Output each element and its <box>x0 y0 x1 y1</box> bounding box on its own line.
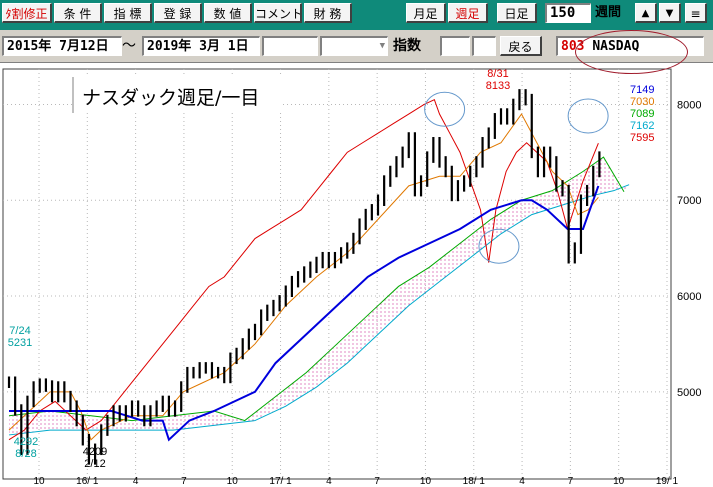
indicator-button[interactable]: 指 標 <box>104 3 152 23</box>
leading-span-b-line <box>8 184 630 436</box>
annotation-value: 2/12 <box>84 458 105 470</box>
toolbar: ﾀ割修正 条 件 指 標 登 録 数 値 コメント 財 務 月足 週足 日足 1… <box>0 0 713 30</box>
symbol-code: 803 <box>561 39 585 54</box>
range-bar: 2015年 7月12日 ～ 2019年 3月 1日 ▼ 指数 戻る 803 NA… <box>0 30 713 63</box>
date-to-field[interactable]: 2019年 3月 1日 <box>142 36 260 56</box>
back-button[interactable]: 戻る <box>500 36 542 56</box>
blank-field-3[interactable] <box>472 36 496 56</box>
chart-title-box: ナスダック週足/一目 <box>72 77 282 113</box>
down-arrow-icon[interactable]: ▼ <box>659 3 681 23</box>
comment-button[interactable]: コメント <box>254 3 302 23</box>
symbol-name: NASDAQ <box>592 39 640 54</box>
register-button[interactable]: 登 録 <box>154 3 202 23</box>
financials-button[interactable]: 財 務 <box>304 3 352 23</box>
blank-field-2[interactable] <box>440 36 470 56</box>
x-tick-label: 4 <box>133 476 139 487</box>
legend-value: 7089 <box>630 108 654 120</box>
base-line <box>9 185 600 442</box>
annotation-value: 8/28 <box>15 448 36 460</box>
values-button[interactable]: 数 値 <box>204 3 252 23</box>
annotation-label: 8/31 <box>487 68 508 80</box>
y-tick-label: 8000 <box>677 99 701 111</box>
legend-value: 7595 <box>630 132 654 144</box>
lagging-span-line <box>8 98 599 441</box>
monthly-button[interactable]: 月足 <box>406 3 446 23</box>
daily-button[interactable]: 日足 <box>497 3 537 23</box>
x-tick-label: 16/ 1 <box>76 476 99 487</box>
up-arrow-icon[interactable]: ▲ <box>635 3 657 23</box>
y-tick-label: 5000 <box>677 387 701 399</box>
index-label: 指数 <box>393 38 421 54</box>
x-tick-label: 10 <box>33 476 45 487</box>
annotation-label: 4292 <box>14 436 38 448</box>
x-tick-label: 7 <box>181 476 187 487</box>
period-unit-label: 週間 <box>595 5 622 20</box>
annotation-value: 8133 <box>486 80 510 92</box>
period-input[interactable]: 150 <box>545 3 591 23</box>
chart-title: ナスダック週足/一目 <box>82 87 260 109</box>
highlight-circle <box>567 98 609 134</box>
legend-value: 7162 <box>630 120 654 132</box>
annotation-value: 5231 <box>8 337 32 349</box>
menu-icon[interactable]: ≡ <box>685 3 707 23</box>
chart-panel: 5000 6000 7000 8000 10 16/ 1 4 7 10 17/ 1 4 7 10 18/ … <box>0 63 713 487</box>
annotation-label: 4209 <box>83 446 107 458</box>
conversion-line <box>8 113 599 441</box>
highlight-circle <box>424 91 466 127</box>
dropdown-select[interactable]: ▼ <box>320 36 388 56</box>
condition-button[interactable]: 条 件 <box>54 3 102 23</box>
weekly-button[interactable]: 週足 <box>448 3 488 23</box>
x-tick-label: 7 <box>568 476 574 487</box>
y-tick-label: 6000 <box>677 291 701 303</box>
x-tick-label: 10 <box>613 476 625 487</box>
x-tick-label: 10 <box>227 476 239 487</box>
x-tick-label: 17/ 1 <box>269 476 292 487</box>
y-tick-label: 7000 <box>677 195 701 207</box>
x-tick-label: 18/ 1 <box>463 476 486 487</box>
x-tick-label: 19/ 1 <box>656 476 679 487</box>
split-adjust-button[interactable]: ﾀ割修正 <box>2 3 52 23</box>
symbol-field[interactable]: 803 NASDAQ <box>556 36 704 56</box>
legend-value: 7149 <box>630 84 654 96</box>
blank-field-1[interactable] <box>262 36 318 56</box>
chart-svg: 5000 6000 7000 8000 10 16/ 1 4 7 10 17/ 1 4 7 10 18/ … <box>2 68 701 487</box>
range-tilde: ～ <box>122 38 136 54</box>
chevron-down-icon[interactable]: ▼ <box>379 41 385 51</box>
x-tick-label: 7 <box>374 476 380 487</box>
x-tick-label: 4 <box>326 476 332 487</box>
highlight-circle <box>478 228 520 264</box>
annotation-label: 7/24 <box>9 325 30 337</box>
legend-value: 7030 <box>630 96 654 108</box>
x-tick-label: 4 <box>519 476 525 487</box>
date-from-field[interactable]: 2015年 7月12日 <box>2 36 122 56</box>
x-tick-label: 10 <box>420 476 432 487</box>
